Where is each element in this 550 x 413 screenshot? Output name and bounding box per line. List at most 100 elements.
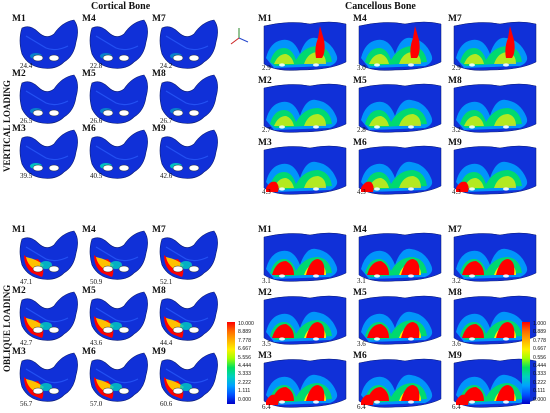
max-stress-value: 6.4: [262, 403, 271, 411]
oblique-cortical-m1-cell: M1 47.1: [12, 225, 78, 286]
model-label: M6: [82, 124, 96, 134]
model-label: M4: [353, 225, 367, 235]
max-stress-value: 6.4: [357, 403, 366, 411]
oblique-loading-label: OBLIQUE LOADING: [2, 284, 12, 372]
oblique-cancellous-m8-cell: M8 3.6: [448, 288, 538, 348]
model-label: M3: [12, 347, 26, 357]
max-stress-value: 42.6: [160, 172, 173, 180]
max-stress-value: 2.9: [452, 64, 461, 72]
legend-tick-label: 1.111: [238, 388, 251, 395]
max-stress-value: 3.1: [357, 277, 366, 285]
max-stress-value: 3.5: [262, 340, 271, 348]
vertical-cortical-m5-cell: M5 26.6: [82, 69, 148, 125]
model-label: M2: [258, 76, 272, 86]
oblique-cancellous-m7-cell: M7 3.2: [448, 225, 538, 285]
max-stress-value: 56.7: [20, 400, 33, 408]
vertical-cancellous-m8-cell: M8 3.2: [448, 76, 538, 134]
cortical-bone-header: Cortical Bone: [91, 1, 151, 12]
model-label: M7: [448, 14, 462, 24]
cancellous-bone-header: Cancellous Bone: [345, 1, 416, 12]
model-label: M6: [353, 351, 367, 361]
max-stress-value: 24.4: [20, 62, 33, 70]
vertical-cortical-m1-cell: M1 24.4: [12, 14, 78, 70]
legend-tick-label: 0.000: [238, 396, 251, 403]
oblique-cancellous-m5-cell: M5 3.6: [353, 288, 443, 348]
max-stress-value: 3.6: [452, 340, 461, 348]
max-stress-value: 43.6: [90, 339, 103, 347]
vertical-cancellous-m9-cell: M9 4.3: [448, 138, 538, 196]
model-label: M1: [12, 225, 26, 235]
max-stress-value: 3.2: [452, 126, 461, 134]
max-stress-value: 4.3: [357, 188, 366, 196]
cortical-stress-legend: 10.000 8.889 7.778 6.667 5.556 4.444 3.333 2.22…: [227, 321, 273, 404]
max-stress-value: 52.1: [160, 278, 173, 286]
vertical-cancellous-m1-cell: M1 2.9: [258, 14, 348, 72]
max-stress-value: 60.6: [160, 400, 173, 408]
max-stress-value: 44.4: [160, 339, 173, 347]
model-label: M2: [258, 288, 272, 298]
oblique-cancellous-m1-cell: M1 3.1: [258, 225, 348, 285]
legend-tick-label: 0.889: [533, 329, 546, 336]
legend-tick-label: 0.333: [533, 371, 546, 378]
model-label: M8: [152, 286, 166, 296]
model-label: M5: [353, 288, 367, 298]
oblique-cancellous-m9-cell: M9 6.4: [448, 351, 538, 411]
max-stress-value: 22.8: [90, 62, 103, 70]
legend-tick-label: 0.778: [533, 337, 546, 344]
legend-tick-label: 8.889: [238, 329, 251, 336]
vertical-cancellous-m5-cell: M5 2.8: [353, 76, 443, 134]
model-label: M9: [448, 351, 462, 361]
vertical-cancellous-m2-cell: M2 2.7: [258, 76, 348, 134]
oblique-cancellous-m2-cell: M2 3.5: [258, 288, 348, 348]
max-stress-value: 2.7: [262, 126, 271, 134]
cortical-color-bar: [227, 322, 235, 404]
vertical-cancellous-m4-cell: M4 3.0: [353, 14, 443, 72]
legend-tick-label: 7.778: [238, 337, 251, 344]
oblique-cortical-m7-cell: M7 52.1: [152, 225, 218, 286]
max-stress-value: 4.3: [452, 188, 461, 196]
coordinate-axes-icon: [228, 26, 250, 48]
legend-tick-label: 1.000: [533, 321, 546, 327]
model-label: M4: [82, 14, 96, 24]
model-label: M8: [448, 76, 462, 86]
vertical-cortical-m6-cell: M6 40.5: [82, 124, 148, 180]
legend-tick-label: 4.444: [238, 363, 251, 369]
model-label: M1: [258, 225, 272, 235]
model-label: M9: [152, 124, 166, 134]
model-label: M2: [12, 69, 26, 79]
legend-tick-label: 6.667: [238, 346, 251, 353]
model-label: M3: [258, 138, 272, 148]
legend-tick-label: 5.556: [238, 354, 251, 361]
legend-tick-label: 0.556: [533, 354, 546, 361]
model-label: M3: [258, 351, 272, 361]
legend-tick-label: 0.667: [533, 346, 546, 353]
oblique-cortical-m9-cell: M9 60.6: [152, 347, 218, 408]
model-label: M8: [448, 288, 462, 298]
vertical-cortical-m2-cell: M2 26.5: [12, 69, 78, 125]
model-label: M1: [258, 14, 272, 24]
max-stress-value: 26.6: [90, 117, 103, 125]
max-stress-value: 3.2: [452, 277, 461, 285]
model-label: M9: [152, 347, 166, 357]
legend-tick-label: 10.000: [238, 321, 254, 327]
legend-tick-label: 3.333: [238, 371, 251, 378]
max-stress-value: 24.2: [160, 62, 173, 70]
model-label: M4: [82, 225, 96, 235]
model-label: M4: [353, 14, 367, 24]
oblique-cancellous-m6-cell: M6 6.4: [353, 351, 443, 411]
model-label: M7: [448, 225, 462, 235]
cancellous-color-bar: [522, 322, 530, 404]
vertical-cortical-m9-cell: M9 42.6: [152, 124, 218, 180]
max-stress-value: 2.8: [357, 126, 366, 134]
model-label: M8: [152, 69, 166, 79]
vertical-cortical-m8-cell: M8 26.7: [152, 69, 218, 125]
oblique-cortical-m2-cell: M2 42.7: [12, 286, 78, 347]
legend-tick-label: 0.444: [533, 363, 546, 369]
max-stress-value: 39.5: [20, 172, 33, 180]
oblique-cortical-m5-cell: M5 43.6: [82, 286, 148, 347]
max-stress-value: 42.7: [20, 339, 33, 347]
max-stress-value: 26.7: [160, 117, 173, 125]
model-label: M1: [12, 14, 26, 24]
vertical-cancellous-m7-cell: M7 2.9: [448, 14, 538, 72]
cancellous-stress-legend: 1.000 0.889 0.778 0.667 0.556 0.444 0.333 0.222…: [522, 321, 550, 404]
